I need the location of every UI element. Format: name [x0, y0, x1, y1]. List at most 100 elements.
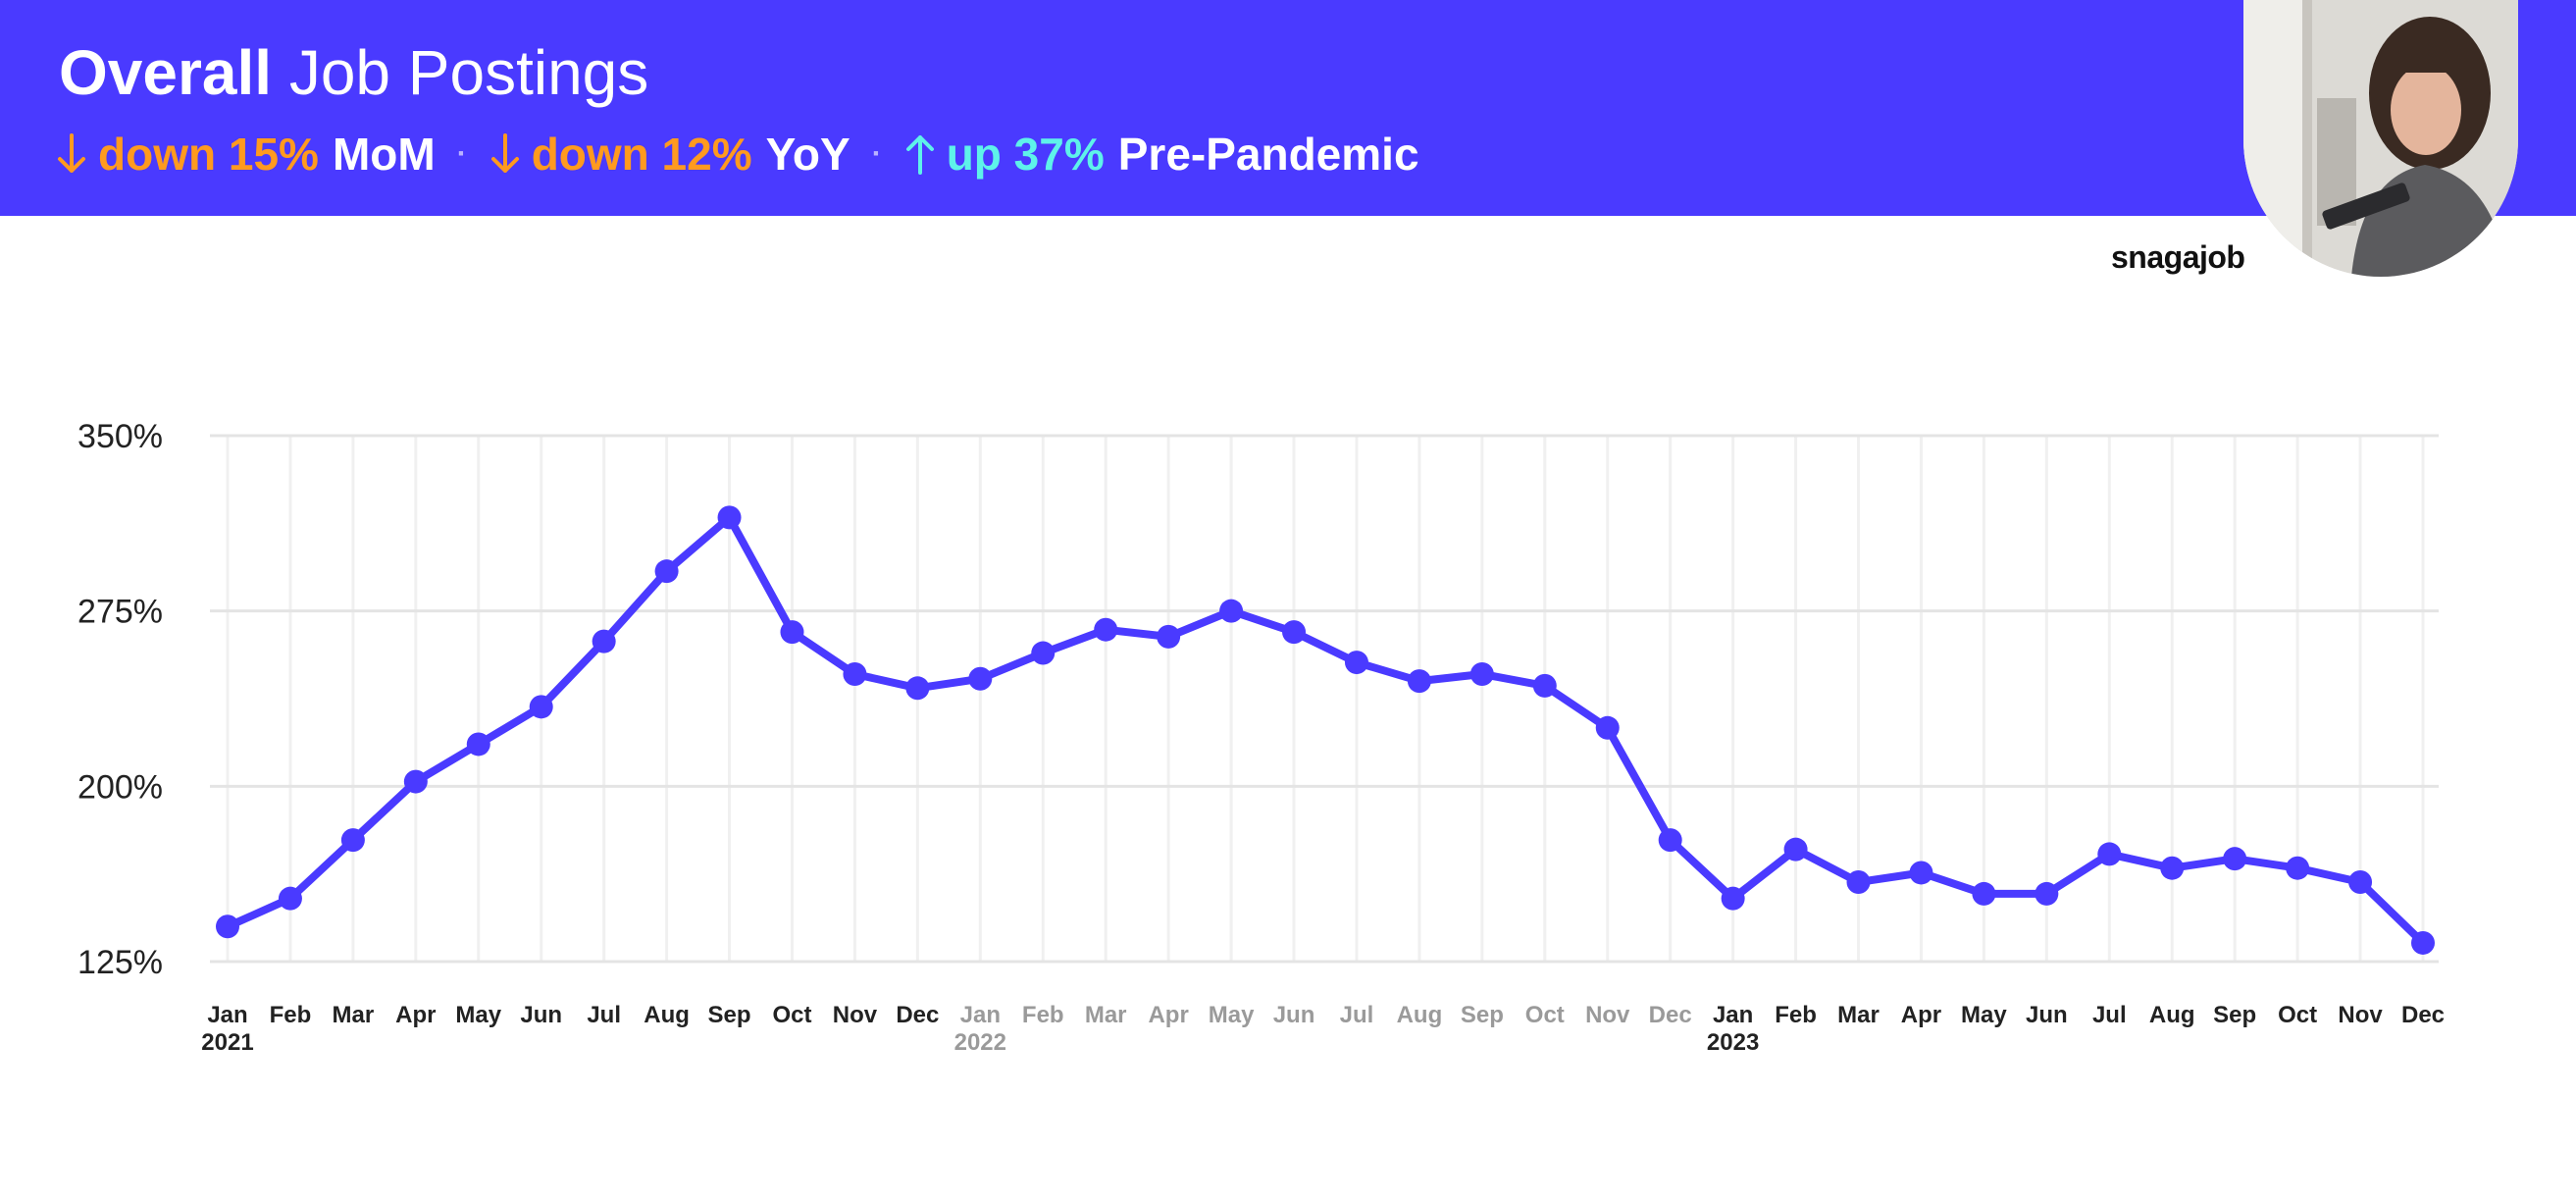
data-point: [1282, 620, 1307, 645]
x-tick-label: Feb: [1022, 1002, 1064, 1028]
title-strong: Overall: [59, 37, 273, 108]
data-point: [340, 828, 365, 853]
y-tick-label: 125%: [77, 944, 163, 981]
x-tick-label: May: [455, 1002, 501, 1028]
x-tick-label: Sep: [1461, 1002, 1504, 1028]
x-tick-label: Jul: [587, 1002, 621, 1028]
x-tick-label: Mar: [1837, 1002, 1880, 1028]
data-point: [2035, 881, 2059, 906]
separator-dot: ·: [871, 137, 882, 170]
x-tick-label: Sep: [2213, 1002, 2256, 1028]
stat-mom-value: down 15%: [98, 129, 319, 180]
x-tick-label: Jun: [2026, 1002, 2068, 1028]
data-point: [466, 732, 490, 757]
stats-row: down 15% MoM · down 12% YoY · up 37% Pre…: [55, 120, 1419, 188]
stat-yoy-label: YoY: [765, 129, 850, 180]
data-point: [654, 559, 679, 584]
x-tick-label: Dec: [1649, 1002, 1692, 1028]
data-point: [2411, 930, 2435, 955]
x-tick-label: Jul: [2092, 1002, 2127, 1028]
snagajob-logo: snagajob: [2111, 239, 2245, 275]
data-point: [2223, 847, 2247, 871]
data-point: [1344, 651, 1368, 675]
x-tick-label: Apr: [1901, 1002, 1941, 1028]
series-line: [224, 513, 2427, 947]
x-tick-label: Oct: [2278, 1002, 2317, 1028]
arrow-up-icon: [903, 131, 937, 177]
arrow-down-icon: [489, 131, 522, 177]
x-year-label: 2023: [1707, 1029, 1759, 1056]
x-tick-label: Aug: [1397, 1002, 1443, 1028]
x-tick-label: Nov: [1585, 1002, 1630, 1028]
stat-yoy-value: down 12%: [531, 129, 752, 180]
data-point: [1783, 837, 1808, 862]
data-point: [905, 676, 930, 701]
separator-dot: ·: [456, 137, 467, 170]
x-tick-label: Dec: [2401, 1002, 2445, 1028]
stat-prepandemic: up 37% Pre-Pandemic: [903, 128, 1419, 181]
data-point: [529, 695, 553, 719]
data-point: [1031, 641, 1056, 665]
title-light: Job Postings: [288, 37, 649, 108]
stat-mom-label: MoM: [332, 129, 436, 180]
data-point: [1846, 870, 1871, 895]
x-tick-label: Jan: [207, 1002, 247, 1028]
x-tick-label: Apr: [1148, 1002, 1188, 1028]
x-tick-label: Nov: [2338, 1002, 2383, 1028]
data-point: [1157, 624, 1181, 649]
x-tick-label: Mar: [1085, 1002, 1127, 1028]
x-tick-label: Jun: [520, 1002, 562, 1028]
x-tick-label: Feb: [1775, 1002, 1817, 1028]
x-tick-label: Jul: [1340, 1002, 1374, 1028]
data-point: [1595, 715, 1620, 740]
x-tick-label: Aug: [644, 1002, 690, 1028]
data-point: [403, 769, 428, 794]
stat-mom: down 15% MoM: [55, 128, 436, 181]
arrow-down-icon: [55, 131, 88, 177]
x-tick-label: Sep: [708, 1002, 751, 1028]
x-tick-label: May: [1961, 1002, 2007, 1028]
data-point: [2348, 870, 2373, 895]
y-tick-label: 275%: [77, 594, 163, 631]
x-tick-label: Aug: [2149, 1002, 2195, 1028]
data-point: [2160, 856, 2185, 880]
x-tick-label: Oct: [772, 1002, 811, 1028]
data-point: [216, 914, 239, 939]
data-point: [592, 629, 616, 653]
data-point: [780, 620, 804, 645]
x-tick-label: Feb: [270, 1002, 312, 1028]
data-point: [1219, 599, 1244, 623]
x-tick-label: May: [1209, 1002, 1255, 1028]
data-point: [2097, 842, 2122, 866]
y-tick-label: 200%: [77, 768, 163, 806]
data-point: [843, 661, 867, 686]
x-tick-label: Jan: [960, 1002, 1001, 1028]
x-year-label: 2022: [954, 1029, 1006, 1056]
page-title: Overall Job Postings: [59, 33, 648, 112]
stat-prepandemic-label: Pre-Pandemic: [1117, 129, 1419, 180]
x-tick-label: Jan: [1713, 1002, 1753, 1028]
data-point: [278, 886, 302, 911]
data-point: [968, 666, 993, 691]
data-point: [1658, 828, 1682, 853]
data-point: [1909, 861, 1933, 885]
data-point: [717, 505, 742, 530]
data-point: [1407, 669, 1431, 694]
x-year-label: 2021: [201, 1029, 253, 1056]
data-point: [1094, 617, 1118, 642]
stat-prepandemic-value: up 37%: [946, 129, 1105, 180]
header-banner: Overall Job Postings down 15% MoM · down…: [0, 0, 2576, 216]
data-point: [1972, 881, 1996, 906]
x-tick-label: Jun: [1273, 1002, 1315, 1028]
person-with-tablet-photo: [2243, 0, 2518, 277]
x-tick-label: Mar: [333, 1002, 375, 1028]
data-point: [1532, 673, 1557, 698]
x-tick-label: Oct: [1525, 1002, 1565, 1028]
data-point: [1469, 661, 1494, 686]
data-point: [2286, 856, 2310, 880]
x-tick-label: Nov: [833, 1002, 878, 1028]
y-tick-label: 350%: [77, 418, 163, 455]
data-point: [1721, 886, 1745, 911]
stat-yoy: down 12% YoY: [489, 128, 850, 181]
